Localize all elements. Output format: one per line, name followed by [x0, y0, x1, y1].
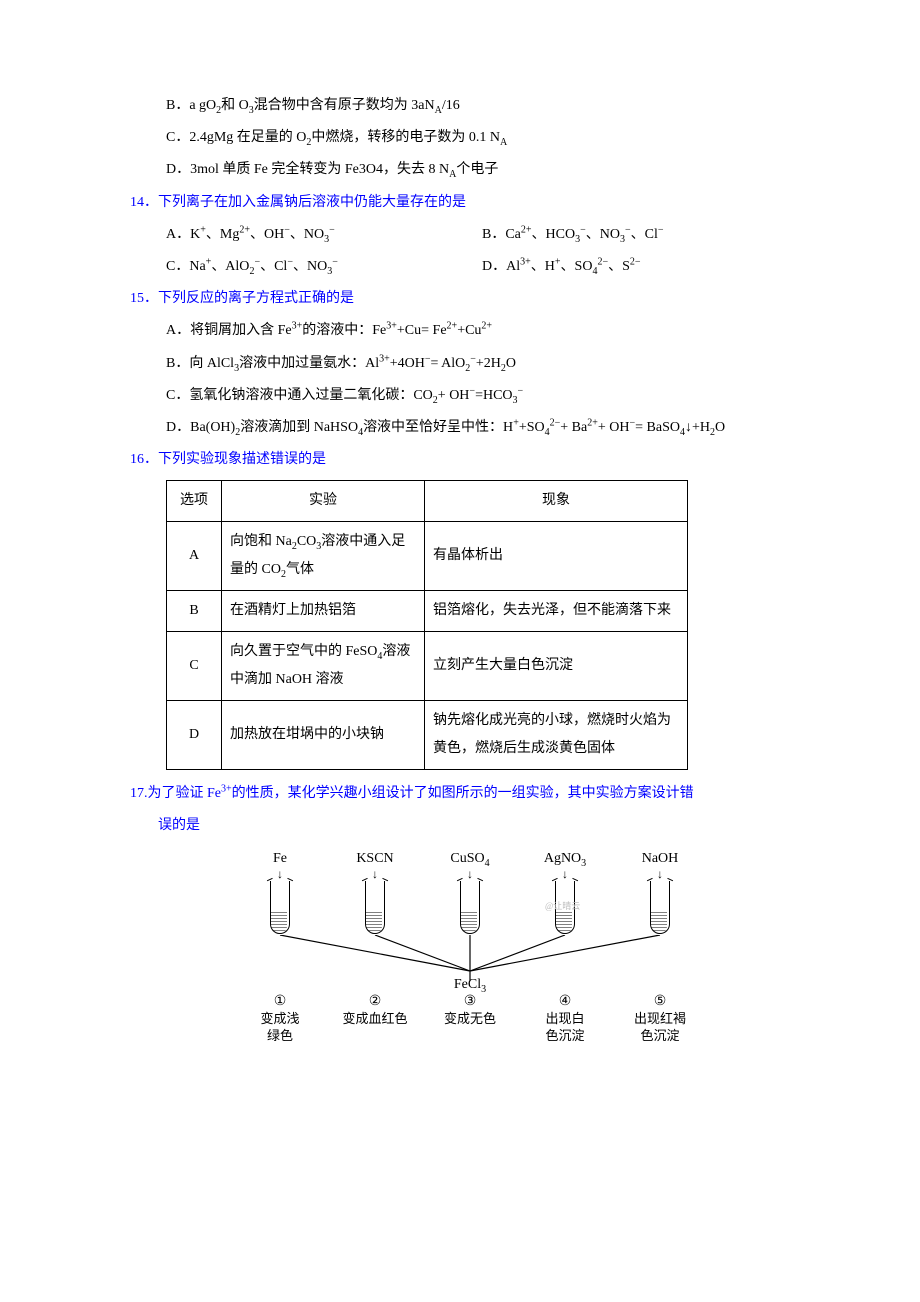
table-row: C 向久置于空气中的 FeSO4溶液中滴加 NaOH 溶液 立刻产生大量白色沉淀: [167, 632, 688, 701]
q14-option-a: A．K+、Mg2+、OH−、NO3−: [130, 219, 482, 251]
q16-row-d-opt: D: [167, 701, 222, 770]
result-text: 出现红褐色沉淀: [620, 1011, 700, 1045]
down-arrow-icon: ↓: [657, 869, 663, 879]
circled-number: ②: [335, 993, 415, 1011]
test-tube-icon: [270, 879, 290, 935]
circled-number: ①: [240, 993, 320, 1011]
center-reagent-label: FeCl3: [230, 977, 710, 993]
result-text: 出现白色沉淀: [525, 1011, 605, 1045]
q16-row-a-opt: A: [167, 522, 222, 591]
q14-option-c: C．Na+、AlO2−、Cl−、NO3−: [130, 251, 482, 283]
q16-row-b-opt: B: [167, 591, 222, 632]
q17-stem-line2: 误的是: [130, 810, 790, 842]
table-row: A 向饱和 Na2CO3溶液中通入足量的 CO2气体 有晶体析出: [167, 522, 688, 591]
q13-option-b: B．a gO2和 O3混合物中含有原子数均为 3aNA/16: [130, 90, 790, 122]
q14-option-d: D．Al3+、H+、SO42−、S2−: [482, 251, 641, 283]
q15-option-d: D．Ba(OH)2溶液滴加到 NaHSO4溶液中至恰好呈中性：H++SO42−+…: [130, 412, 790, 444]
reagent-label: KSCN: [356, 851, 393, 867]
q14-stem: 14．下列离子在加入金属钠后溶液中仍能大量存在的是: [130, 187, 790, 219]
result-row: 变成浅绿色 变成血红色 变成无色 出现白色沉淀 出现红褐色沉淀: [230, 1011, 710, 1045]
q16-stem: 16．下列实验现象描述错误的是: [130, 444, 790, 476]
q16-row-d-exp: 加热放在坩埚中的小块钠: [222, 701, 425, 770]
down-arrow-icon: ↓: [467, 869, 473, 879]
q15-stem: 15．下列反应的离子方程式正确的是: [130, 283, 790, 315]
circled-number-row: ① ② ③ ④ ⑤: [230, 993, 710, 1011]
q15-option-a: A．将铜屑加入含 Fe3+的溶液中：Fe3++Cu= Fe2++Cu2+: [130, 315, 790, 347]
tube-col-5: NaOH ↓: [620, 851, 700, 935]
q16-row-c-opt: C: [167, 632, 222, 701]
circled-number: ④: [525, 993, 605, 1011]
reagent-label: AgNO3: [544, 851, 586, 867]
down-arrow-icon: ↓: [372, 869, 378, 879]
q17-stem-line1: 17.为了验证 Fe3+的性质，某化学兴趣小组设计了如图所示的一组实验，其中实验…: [130, 778, 790, 810]
q16-row-a-phen: 有晶体析出: [425, 522, 688, 591]
tubes-row: Fe ↓ KSCN ↓ CuSO4 ↓ AgN: [230, 851, 710, 935]
circled-number: ⑤: [620, 993, 700, 1011]
table-row: D 加热放在坩埚中的小块钠 钠先熔化成光亮的小球，燃烧时火焰为黄色，燃烧后生成淡…: [167, 701, 688, 770]
result-text: 变成血红色: [335, 1011, 415, 1045]
q13-option-d: D．3mol 单质 Fe 完全转变为 Fe3O4，失去 8 NA个电子: [130, 154, 790, 186]
reagent-label: NaOH: [642, 851, 679, 867]
connector-lines-icon: [240, 935, 700, 981]
tube-col-3: CuSO4 ↓: [430, 851, 510, 935]
q16-row-b-exp: 在酒精灯上加热铝箔: [222, 591, 425, 632]
down-arrow-icon: ↓: [562, 869, 568, 879]
table-row: B 在酒精灯上加热铝箔 铝箔熔化，失去光泽，但不能滴落下来: [167, 591, 688, 632]
q16-row-a-exp: 向饱和 Na2CO3溶液中通入足量的 CO2气体: [222, 522, 425, 591]
circled-number: ③: [430, 993, 510, 1011]
q15-option-c: C．氢氧化钠溶液中通入过量二氧化碳：CO2+ OH−=HCO3−: [130, 380, 790, 412]
tube-col-4: AgNO3 ↓ @让晴云: [525, 851, 605, 935]
q13-option-c: C．2.4gMg 在足量的 O2中燃烧，转移的电子数为 0.1 NA: [130, 122, 790, 154]
tube-col-2: KSCN ↓: [335, 851, 415, 935]
test-tube-icon: [650, 879, 670, 935]
exam-page: B．a gO2和 O3混合物中含有原子数均为 3aNA/16 C．2.4gMg …: [0, 0, 920, 1105]
q16-header-experiment: 实验: [222, 481, 425, 522]
watermark-text: @让晴云: [545, 899, 580, 912]
q16-row-c-phen: 立刻产生大量白色沉淀: [425, 632, 688, 701]
q16-row-c-exp: 向久置于空气中的 FeSO4溶液中滴加 NaOH 溶液: [222, 632, 425, 701]
q16-header-option: 选项: [167, 481, 222, 522]
tube-col-1: Fe ↓: [240, 851, 320, 935]
q17-diagram: Fe ↓ KSCN ↓ CuSO4 ↓ AgN: [230, 851, 710, 1045]
down-arrow-icon: ↓: [277, 869, 283, 879]
test-tube-icon: [460, 879, 480, 935]
test-tube-icon: @让晴云: [555, 879, 575, 935]
q16-header-phenomenon: 现象: [425, 481, 688, 522]
q15-option-b: B．向 AlCl3溶液中加过量氨水：Al3++4OH−= AlO2−+2H2O: [130, 348, 790, 380]
result-text: 变成浅绿色: [240, 1011, 320, 1045]
q14-option-b: B．Ca2+、HCO3−、NO3−、Cl−: [482, 219, 663, 251]
test-tube-icon: [365, 879, 385, 935]
q16-table: 选项 实验 现象 A 向饱和 Na2CO3溶液中通入足量的 CO2气体 有晶体析…: [166, 480, 688, 770]
result-text: 变成无色: [430, 1011, 510, 1045]
q16-row-d-phen: 钠先熔化成光亮的小球，燃烧时火焰为黄色，燃烧后生成淡黄色固体: [425, 701, 688, 770]
q16-row-b-phen: 铝箔熔化，失去光泽，但不能滴落下来: [425, 591, 688, 632]
reagent-label: Fe: [273, 851, 287, 867]
reagent-label: CuSO4: [450, 851, 489, 867]
